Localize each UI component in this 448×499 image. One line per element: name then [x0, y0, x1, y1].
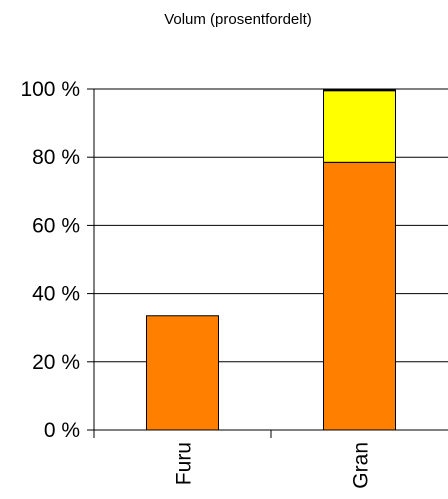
y-tick-label-40: 40 % — [32, 283, 80, 306]
bar-gran-segment-2 — [323, 88, 396, 92]
bar-gran-segment-1 — [323, 90, 396, 163]
y-tick-label-0: 0 % — [44, 419, 80, 442]
bar-furu-segment-0 — [146, 315, 219, 431]
bars-layer — [146, 88, 396, 431]
y-tick-label-80: 80 % — [32, 146, 80, 169]
labels-layer: 0 % 20 % 40 % 60 % 80 % 100 % Furu Gran — [20, 78, 372, 489]
bar-gran-segment-0 — [323, 161, 396, 431]
y-tick-label-20: 20 % — [32, 351, 80, 374]
axis-layer — [87, 88, 448, 438]
x-category-label-furu: Furu — [173, 442, 196, 485]
y-tick-label-100: 100 % — [20, 78, 80, 101]
chart-title: Volum (prosentfordelt) — [164, 11, 312, 28]
y-tick-label-60: 60 % — [32, 214, 80, 237]
x-category-label-gran: Gran — [350, 442, 373, 489]
